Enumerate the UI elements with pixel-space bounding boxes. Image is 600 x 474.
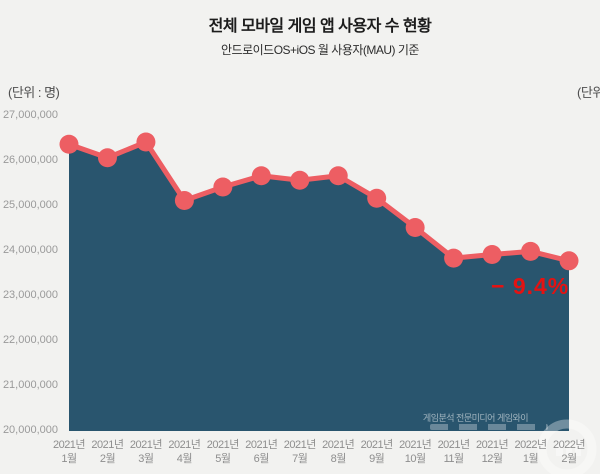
x-axis-tick-label: 2021년 9월 xyxy=(360,439,394,465)
x-axis-tick-label: 2021년 4월 xyxy=(168,439,201,465)
data-point xyxy=(559,251,579,271)
chart-subtitle: 안드로이드OS+iOS 월 사용자(MAU) 기준 xyxy=(221,43,419,57)
data-point xyxy=(482,245,502,264)
y-axis-tick-label: 22,000,000 xyxy=(2,334,58,346)
x-axis-tick-label: 2022년 1월 xyxy=(514,439,547,465)
watermark-blurred-row xyxy=(430,424,548,430)
data-point xyxy=(290,170,310,190)
data-point xyxy=(367,188,387,208)
data-point xyxy=(328,166,348,186)
x-axis-tick-label: 2021년 2월 xyxy=(91,439,124,465)
data-point xyxy=(521,241,541,261)
data-point xyxy=(213,177,233,197)
chart-title: 전체 모바일 게임 앱 사용자 수 현황 xyxy=(208,18,432,35)
x-axis-tick-label: 2021년 10월 xyxy=(399,439,432,465)
decline-annotation: − 9.4% xyxy=(491,273,570,299)
x-axis-tick-label: 2021년 3월 xyxy=(129,439,163,465)
x-axis-tick-label: 2021년 6월 xyxy=(245,439,278,465)
y-axis-tick-label: 27,000,000 xyxy=(2,109,58,121)
x-axis-tick-label: 2021년 8월 xyxy=(322,439,355,465)
data-point xyxy=(174,191,194,210)
data-point xyxy=(251,166,271,186)
unit-label-right-clipped: (단위 : 명) xyxy=(577,85,600,100)
data-point xyxy=(405,218,425,237)
x-axis-tick-label: 2021년 12월 xyxy=(476,439,509,465)
x-axis-tick-label: 2021년 7월 xyxy=(283,439,317,465)
gamewhy-logo-watermark xyxy=(537,419,597,474)
data-point xyxy=(444,248,464,268)
chart-header: 전체 모바일 게임 앱 사용자 수 현황 안드로이드OS+iOS 월 사용자(M… xyxy=(40,12,600,58)
x-axis-tick-label: 2021년 5월 xyxy=(206,439,240,465)
y-axis-tick-label: 24,000,000 xyxy=(2,244,58,256)
watermark-text: 게임분석 전문미디어 게임와이 xyxy=(422,413,529,423)
y-axis-tick-label: 21,000,000 xyxy=(2,379,58,391)
unit-label-left: (단위 : 명) xyxy=(8,85,60,100)
x-axis-tick-label: 2022년 2월 xyxy=(552,439,586,465)
data-point xyxy=(136,132,156,152)
data-point xyxy=(59,134,79,154)
y-axis-tick-label: 20,000,000 xyxy=(2,424,58,436)
x-axis-tick-label: 2021년 11월 xyxy=(437,439,471,465)
y-axis-tick-label: 26,000,000 xyxy=(2,154,58,166)
x-axis-tick-label: 2021년 1월 xyxy=(52,439,86,465)
y-axis-tick-label: 23,000,000 xyxy=(2,289,58,301)
data-point xyxy=(97,148,117,168)
area-fill xyxy=(69,142,569,431)
y-axis-tick-label: 25,000,000 xyxy=(2,199,58,211)
